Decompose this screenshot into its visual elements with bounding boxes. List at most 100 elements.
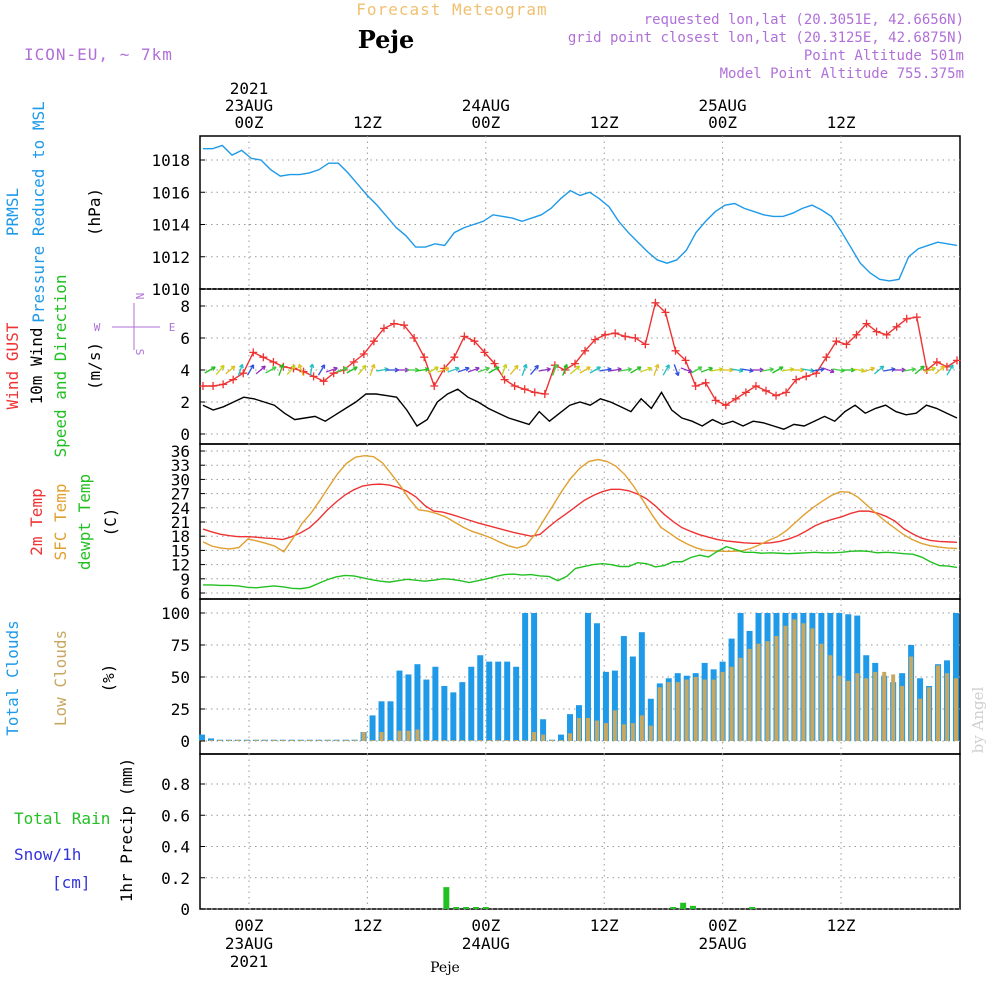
wind-arrow-head [495,366,500,371]
y-tick-label: 0 [180,900,190,919]
low-cloud-bar [594,720,599,741]
axis-label: (%) [99,664,118,693]
gust-marker [460,332,469,341]
total-cloud-bar [441,685,448,741]
low-cloud-bar [666,682,671,741]
gust-marker [882,330,891,339]
low-cloud-bar [927,687,932,741]
total-cloud-bar [387,701,394,741]
gust-marker [359,350,368,358]
wind-arrow-head [778,366,784,371]
wind-arrow [437,367,450,373]
wind-arrow-head [370,363,376,369]
wind-arrow-head [829,368,835,374]
gust-marker [581,346,590,355]
low-cloud-bar [882,671,887,741]
wind-arrow-head [361,364,367,370]
wind-arrow-head [475,366,480,372]
y-tick-label: 0.2 [161,869,190,888]
gust-marker [450,353,459,362]
axis-label: (m/s) [85,342,104,390]
bottom-time-label: 12Z [827,916,856,935]
wind-arrow [731,368,744,372]
wind-arrow [812,368,825,372]
low-cloud-bar [451,740,456,741]
y-tick-label: 1012 [151,248,190,267]
gust-marker [209,382,218,390]
gust-marker [319,377,328,386]
y-tick-label: 12 [171,556,190,575]
total-cloud-bar [450,692,457,741]
gust-marker [641,340,650,349]
wind-arrow-head [607,367,612,372]
wind-arrow-head [674,371,680,377]
low-cloud-bar [648,725,653,741]
gust-marker [299,367,308,376]
wind-arrow [278,364,284,376]
axis-label: dewpt Temp [75,474,94,570]
wind-arrow-head [911,367,916,372]
gust-marker [892,322,901,331]
gust-marker [761,386,770,395]
gust-marker [420,353,429,362]
gust-marker [400,321,409,330]
y-tick-label: 75 [171,636,190,655]
gust-marker [953,356,961,365]
low-cloud-bar [864,678,869,741]
low-cloud-bar [487,740,492,741]
low-cloud-bar [603,723,608,741]
low-cloud-bar [756,643,761,741]
top-time-label: 24AUG [462,96,510,115]
gust-marker [430,382,439,390]
total-cloud-bar [486,661,493,741]
total-cloud-bar [620,636,627,741]
compass-letter: E [169,321,176,334]
y-tick-label: 0 [180,425,190,444]
y-tick-label: 0.4 [161,838,190,857]
low-cloud-bar [334,740,339,741]
rain-bar [690,905,697,909]
wind-arrow [832,368,845,372]
wind-arrow [599,368,612,372]
wind-arrow [325,367,338,373]
low-cloud-bar [361,732,366,741]
gust-marker [822,353,831,362]
gust-marker [711,396,720,405]
wind-arrow [376,368,389,372]
bottom-time-label: 00Z [708,916,737,935]
total-cloud-bar [378,701,385,741]
low-cloud-bar [505,740,510,741]
gust-marker [259,353,268,362]
y-tick-label: 100 [161,604,190,623]
wind-arrow-head [617,367,622,372]
low-cloud-bar [918,698,923,741]
low-cloud-bar [568,733,573,741]
gust-marker [480,348,489,357]
total-cloud-bar [567,714,574,741]
wind-arrow-head [424,367,430,372]
gust-marker [530,388,539,397]
low-cloud-bar [208,740,213,741]
wind-arrow [538,368,551,372]
gust-marker [249,348,258,357]
wind-arrow-head [627,367,632,372]
total-cloud-bar [629,656,636,741]
low-cloud-bar [738,657,743,741]
low-cloud-bar [469,740,474,741]
total-cloud-bar [369,715,376,741]
wind-arrow-head [920,365,925,371]
low-cloud-bar [900,685,905,741]
wind-arrow [914,365,925,375]
wind-arrow-head [586,366,591,371]
gust-marker [782,388,791,397]
low-cloud-bar [271,740,276,741]
axis-label: Total Rain [14,809,110,828]
wind-arrow [946,364,954,376]
wind-arrow-head [444,366,450,372]
low-cloud-bar [702,679,707,741]
station-title: Peje [358,25,415,54]
low-cloud-bar [810,628,815,741]
y-tick-label: 6 [180,584,190,603]
gust-marker [792,375,801,384]
low-cloud-bar [550,740,555,741]
